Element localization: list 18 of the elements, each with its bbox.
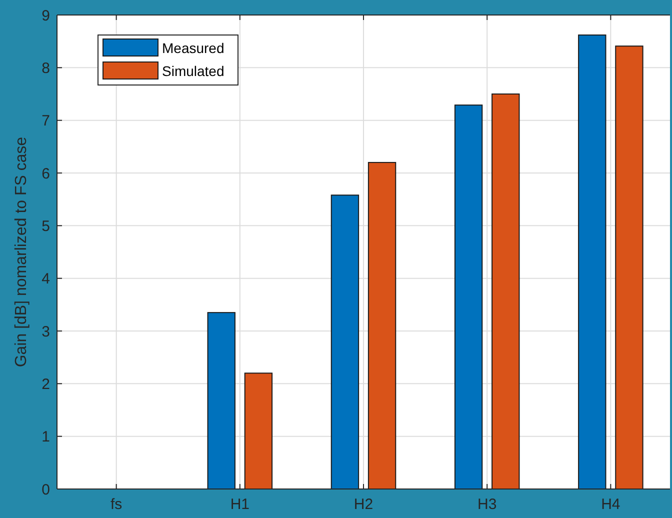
x-tick-label: fs <box>110 496 122 513</box>
y-tick-label: 4 <box>42 270 50 288</box>
legend-label: Measured <box>162 40 224 56</box>
y-axis-title: Gain [dB] nomarlized to FS case <box>13 136 30 368</box>
x-tick-label: H4 <box>601 496 620 513</box>
y-tick-label: 9 <box>42 7 50 24</box>
y-tick-label: 1 <box>42 428 50 446</box>
y-tick-label: 7 <box>42 112 50 130</box>
y-tick-label: 5 <box>42 218 50 235</box>
y-tick-label: 6 <box>42 165 50 182</box>
y-tick-label: 8 <box>42 60 50 77</box>
y-tick-label: 3 <box>42 323 50 340</box>
y-tick-label: 2 <box>42 376 50 393</box>
x-tick-label: H3 <box>477 496 497 513</box>
y-tick-label: 0 <box>42 481 50 498</box>
x-tick-label: H2 <box>354 496 374 513</box>
x-tick-label: H1 <box>230 496 250 513</box>
legend-label: Simulated <box>162 62 224 79</box>
